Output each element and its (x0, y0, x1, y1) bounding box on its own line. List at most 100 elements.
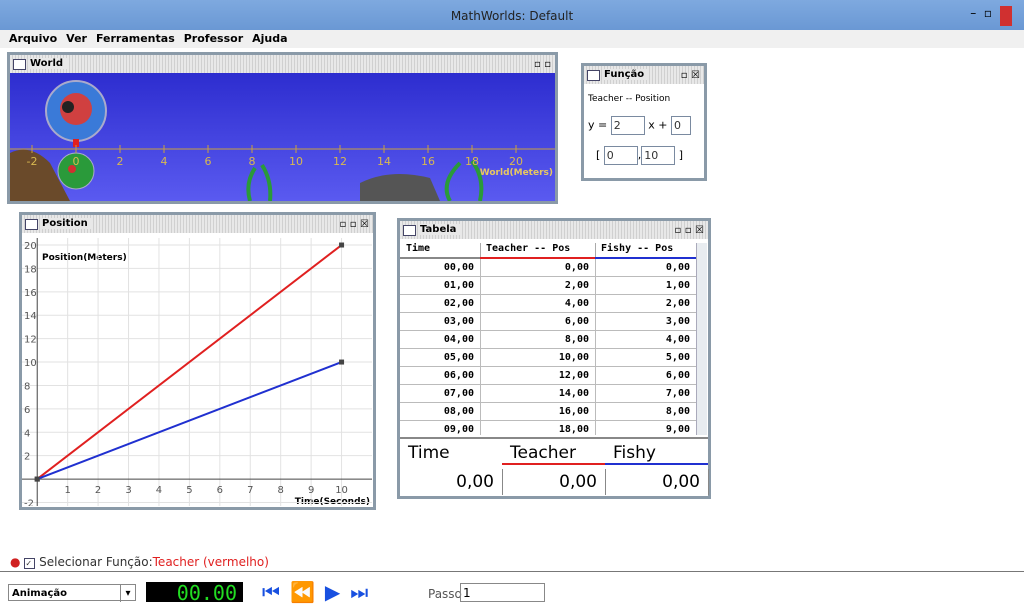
select-label: Selecionar Função: (39, 555, 153, 569)
y-tick-label: 10 (24, 358, 37, 369)
mode-dropdown[interactable]: Animação▾ (8, 584, 136, 601)
y-tick-label: -2 (24, 498, 34, 506)
table-cell: 01,00 (400, 277, 481, 295)
point-handle (339, 360, 344, 365)
menu-item[interactable]: Ver (66, 32, 87, 45)
y-tick-label: 4 (24, 428, 30, 439)
table-cell: 2,00 (480, 277, 596, 295)
title-bar: MathWorlds: Default – ▫ (0, 0, 1024, 30)
table-cell: 08,00 (400, 403, 481, 421)
x-tick-label: 1 (64, 485, 70, 496)
panel-title: Position (42, 218, 92, 229)
separator (0, 571, 1024, 572)
footer-header: Time (400, 443, 502, 465)
table-cell: 09,00 (400, 421, 481, 435)
selected-function[interactable]: Teacher (vermelho) (153, 555, 269, 569)
table-cell: 05,00 (400, 349, 481, 367)
page: MathWorlds: Default – ▫ Arquivo Ver Ferram… (0, 0, 1024, 602)
window-title: MathWorlds: Default (0, 9, 1024, 23)
menu-item[interactable]: Ferramentas (96, 32, 175, 45)
world-tick-label: 6 (205, 155, 212, 168)
table-cell: 8,00 (595, 403, 696, 421)
x-tick-label: 3 (125, 485, 131, 496)
world-tick-label: 20 (509, 155, 523, 168)
y-tick-label: 2 (24, 452, 30, 463)
table-cell: 7,00 (595, 385, 696, 403)
world-tick-label: 12 (333, 155, 347, 168)
y-tick-label: 14 (24, 311, 37, 322)
point-handle (35, 477, 40, 482)
table-cell: 12,00 (480, 367, 596, 385)
table-cell: 18,00 (480, 421, 596, 435)
y-tick-label: 16 (24, 288, 37, 299)
world-tick-label: -2 (27, 155, 38, 168)
x-tick-label: 8 (278, 485, 284, 496)
menu-item[interactable]: Professor (184, 32, 243, 45)
column-header: Fishy -- Pos (595, 243, 697, 259)
footer-value: 0,00 (605, 469, 709, 495)
x-tick-label: 6 (217, 485, 223, 496)
open-bracket: [ (596, 149, 600, 162)
funcao-panel: Função▫ ☒ Teacher -- Position y = 2 x + … (581, 63, 707, 181)
world-tick-label: 18 (465, 155, 479, 168)
x-axis-label: Time(Seconds) (295, 497, 370, 506)
footer-value: 0,00 (400, 469, 503, 495)
table-cell: 0,00 (595, 259, 696, 277)
table-cell: 3,00 (595, 313, 696, 331)
max-input[interactable]: 10 (641, 146, 675, 165)
mode: Animação (12, 588, 67, 599)
min-input[interactable]: 0 (604, 146, 638, 165)
playback-buttons[interactable]: ⏮⏪▶⏭ (262, 580, 378, 604)
function-name: Teacher -- Position (588, 94, 670, 104)
intercept-input[interactable]: 0 (671, 116, 691, 135)
x-label: x + (648, 119, 667, 132)
x-tick-label: 2 (95, 485, 101, 496)
checkbox[interactable]: ✓ (24, 558, 35, 569)
table-cell: 6,00 (595, 367, 696, 385)
footer-header: Teacher (502, 443, 605, 465)
table-cell: 04,00 (400, 331, 481, 349)
step-input[interactable]: 1 (460, 583, 545, 602)
clock: 00.00 (146, 582, 243, 602)
window-controls[interactable]: – ▫ (970, 6, 992, 20)
x-tick-label: 7 (247, 485, 253, 496)
world-tick-label: 14 (377, 155, 391, 168)
scrollbar[interactable] (696, 243, 707, 435)
footer-value: 0,00 (502, 469, 606, 495)
equation: y = 2 x + 0 (588, 116, 691, 135)
column-header: Teacher -- Pos (480, 243, 596, 259)
table-cell: 00,00 (400, 259, 481, 277)
panel-header: Position▫ ▫ ☒ (22, 215, 373, 233)
table-cell: 9,00 (595, 421, 696, 435)
y-tick-label: 6 (24, 405, 30, 416)
panel-title: World (30, 58, 67, 69)
table-cell: 10,00 (480, 349, 596, 367)
table-cell: 8,00 (480, 331, 596, 349)
world-tick-label: 8 (249, 155, 256, 168)
y-tick-label: 8 (24, 381, 30, 392)
position-panel: Position▫ ▫ ☒ Position(Meters) Time(Seco… (19, 212, 376, 510)
world-tick-label: 4 (161, 155, 168, 168)
panel-title: Tabela (420, 224, 460, 235)
table-cell: 06,00 (400, 367, 481, 385)
menu-item[interactable]: Ajuda (252, 32, 287, 45)
panel-header: Tabela▫ ▫ ☒ (400, 221, 708, 239)
table-cell: 0,00 (480, 259, 596, 277)
table-cell: 2,00 (595, 295, 696, 313)
menu-item[interactable]: Arquivo (9, 32, 57, 45)
table-cell: 14,00 (480, 385, 596, 403)
x-tick-label: 9 (308, 485, 314, 496)
x-tick-label: 4 (156, 485, 162, 496)
slope-input[interactable]: 2 (611, 116, 645, 135)
close-button[interactable] (1000, 6, 1012, 26)
table-cell: 4,00 (480, 295, 596, 313)
y-axis-label: Position(Meters) (42, 253, 127, 263)
x-tick-label: 5 (186, 485, 192, 496)
position-chart: Position(Meters) Time(Seconds) 1 2 3 4 5 6 7 8 9… (22, 238, 372, 506)
step-label: Passo (428, 587, 462, 601)
close-bracket: ] (679, 149, 683, 162)
